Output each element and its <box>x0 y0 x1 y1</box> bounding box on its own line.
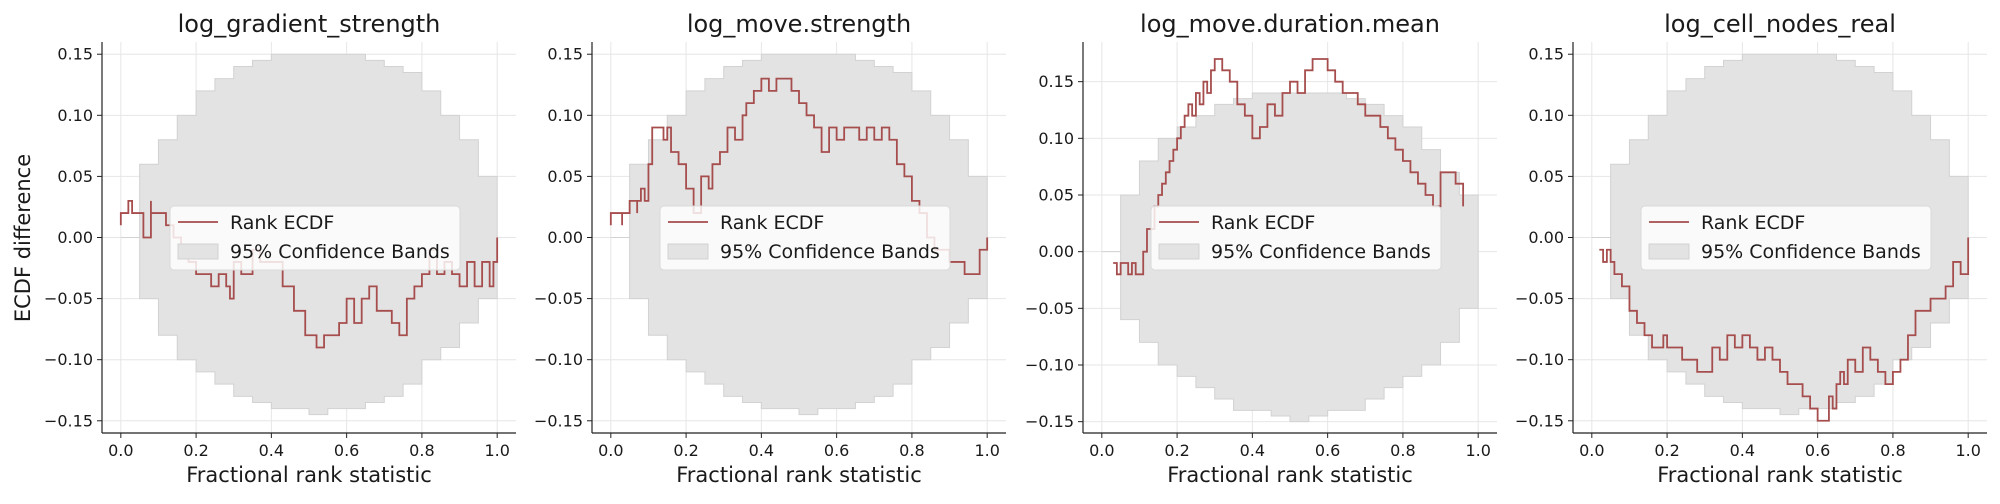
x-axis-title: Fractional rank statistic <box>676 463 922 487</box>
panel-title: log_move.strength <box>687 10 911 38</box>
legend-box <box>1150 205 1442 271</box>
legend-box <box>169 205 461 271</box>
x-axis-title: Fractional rank statistic <box>1167 463 1413 487</box>
x-tick-label: 0.4 <box>1730 441 1755 460</box>
legend-band-swatch <box>1158 243 1200 260</box>
legend-band-swatch <box>667 243 709 260</box>
x-tick-label: 1.0 <box>1955 441 1980 460</box>
x-tick-label: 0.6 <box>334 441 359 460</box>
panel-title: log_cell_nodes_real <box>1664 10 1896 38</box>
y-tick-label: 0.15 <box>547 45 583 64</box>
figure-ylabel: ECDF difference <box>11 154 35 322</box>
x-tick-label: 0.6 <box>824 441 849 460</box>
chart-panel-1: 0.0 0.2 0.4 0.6 0.8 1.0 −0.15 −0.10 −0.05 0.00 0.0… <box>44 10 516 487</box>
panel-title: log_gradient_strength <box>178 10 441 38</box>
y-tick-label: 0.10 <box>1038 129 1074 148</box>
legend: Rank ECDF 95% Confidence Bands <box>1150 205 1442 271</box>
y-tick-label: 0.05 <box>57 167 93 186</box>
x-tick-label: 0.2 <box>183 441 208 460</box>
y-tick-label: 0.05 <box>1038 186 1074 205</box>
y-tick-label: 0.00 <box>1038 242 1074 261</box>
legend-label-confidence-bands: 95% Confidence Bands <box>230 241 450 263</box>
legend-label-rank-ecdf: Rank ECDF <box>230 212 334 234</box>
x-tick-label: 0.0 <box>1089 441 1114 460</box>
x-tick-label: 0.8 <box>899 441 924 460</box>
legend: Rank ECDF 95% Confidence Bands <box>169 205 461 271</box>
y-tick-label: 0.00 <box>57 228 93 247</box>
legend-box <box>659 205 951 271</box>
x-tick-label: 0.0 <box>598 441 623 460</box>
y-tick-label: 0.15 <box>57 45 93 64</box>
x-tick-label: 0.4 <box>259 441 284 460</box>
legend-label-rank-ecdf: Rank ECDF <box>1211 212 1315 234</box>
legend-band-swatch <box>1648 243 1690 260</box>
chart-panel-2: 0.0 0.2 0.4 0.6 0.8 1.0 −0.15 −0.10 −0.05 0.00 0.0… <box>534 10 1006 487</box>
y-tick-label: −0.10 <box>44 350 93 369</box>
x-tick-label: 0.4 <box>749 441 774 460</box>
y-tick-label: −0.05 <box>44 289 93 308</box>
x-tick-label: 0.8 <box>1390 441 1415 460</box>
y-tick-label: −0.10 <box>1025 356 1074 375</box>
panel-title: log_move.duration.mean <box>1140 10 1440 38</box>
y-tick-label: 0.10 <box>57 106 93 125</box>
x-tick-label: 0.6 <box>1805 441 1830 460</box>
x-tick-label: 1.0 <box>484 441 509 460</box>
legend-label-confidence-bands: 95% Confidence Bands <box>1211 241 1431 263</box>
x-tick-label: 0.0 <box>1579 441 1604 460</box>
y-tick-label: −0.05 <box>1025 299 1074 318</box>
y-tick-label: 0.05 <box>547 167 583 186</box>
y-tick-label: −0.10 <box>534 350 583 369</box>
x-tick-label: 0.2 <box>1654 441 1679 460</box>
legend-label-rank-ecdf: Rank ECDF <box>1701 212 1805 234</box>
legend-label-confidence-bands: 95% Confidence Bands <box>720 241 940 263</box>
y-tick-label: −0.15 <box>44 411 93 430</box>
rank-ecdf-line <box>609 77 989 276</box>
rank-ecdf-line <box>1599 237 1970 422</box>
y-tick-label: −0.05 <box>534 289 583 308</box>
chart-panels: 0.0 0.2 0.4 0.6 0.8 1.0 −0.15 −0.10 −0.05 0.00 0.0… <box>44 10 1987 487</box>
y-tick-label: 0.00 <box>547 228 583 247</box>
y-tick-label: −0.10 <box>1515 350 1564 369</box>
legend-label-confidence-bands: 95% Confidence Bands <box>1701 241 1921 263</box>
x-tick-label: 0.6 <box>1315 441 1340 460</box>
x-tick-label: 0.0 <box>108 441 133 460</box>
y-tick-label: −0.05 <box>1515 289 1564 308</box>
y-tick-label: 0.10 <box>547 106 583 125</box>
x-axis-title: Fractional rank statistic <box>186 463 432 487</box>
x-tick-label: 0.8 <box>409 441 434 460</box>
y-tick-label: 0.15 <box>1038 72 1074 91</box>
y-tick-label: 0.15 <box>1528 45 1564 64</box>
y-tick-label: −0.15 <box>1515 411 1564 430</box>
y-tick-label: 0.10 <box>1528 106 1564 125</box>
x-tick-label: 1.0 <box>1465 441 1490 460</box>
legend-band-swatch <box>177 243 219 260</box>
y-tick-label: 0.05 <box>1528 167 1564 186</box>
chart-panel-4: 0.0 0.2 0.4 0.6 0.8 1.0 −0.15 −0.10 −0.05 0.00 0.0… <box>1515 10 1987 487</box>
x-tick-label: 0.4 <box>1240 441 1265 460</box>
legend: Rank ECDF 95% Confidence Bands <box>1640 205 1932 271</box>
x-tick-label: 0.2 <box>673 441 698 460</box>
x-axis-title: Fractional rank statistic <box>1657 463 1903 487</box>
legend-label-rank-ecdf: Rank ECDF <box>720 212 824 234</box>
y-tick-label: −0.15 <box>534 411 583 430</box>
legend-box <box>1640 205 1932 271</box>
x-tick-label: 1.0 <box>974 441 999 460</box>
x-tick-label: 0.8 <box>1880 441 1905 460</box>
y-tick-label: 0.00 <box>1528 228 1564 247</box>
legend: Rank ECDF 95% Confidence Bands <box>659 205 951 271</box>
x-tick-label: 0.2 <box>1164 441 1189 460</box>
chart-panel-3: 0.0 0.2 0.4 0.6 0.8 1.0 −0.15 −0.10 −0.05 0.00 0.0… <box>1025 10 1497 487</box>
y-tick-label: −0.15 <box>1025 412 1074 431</box>
